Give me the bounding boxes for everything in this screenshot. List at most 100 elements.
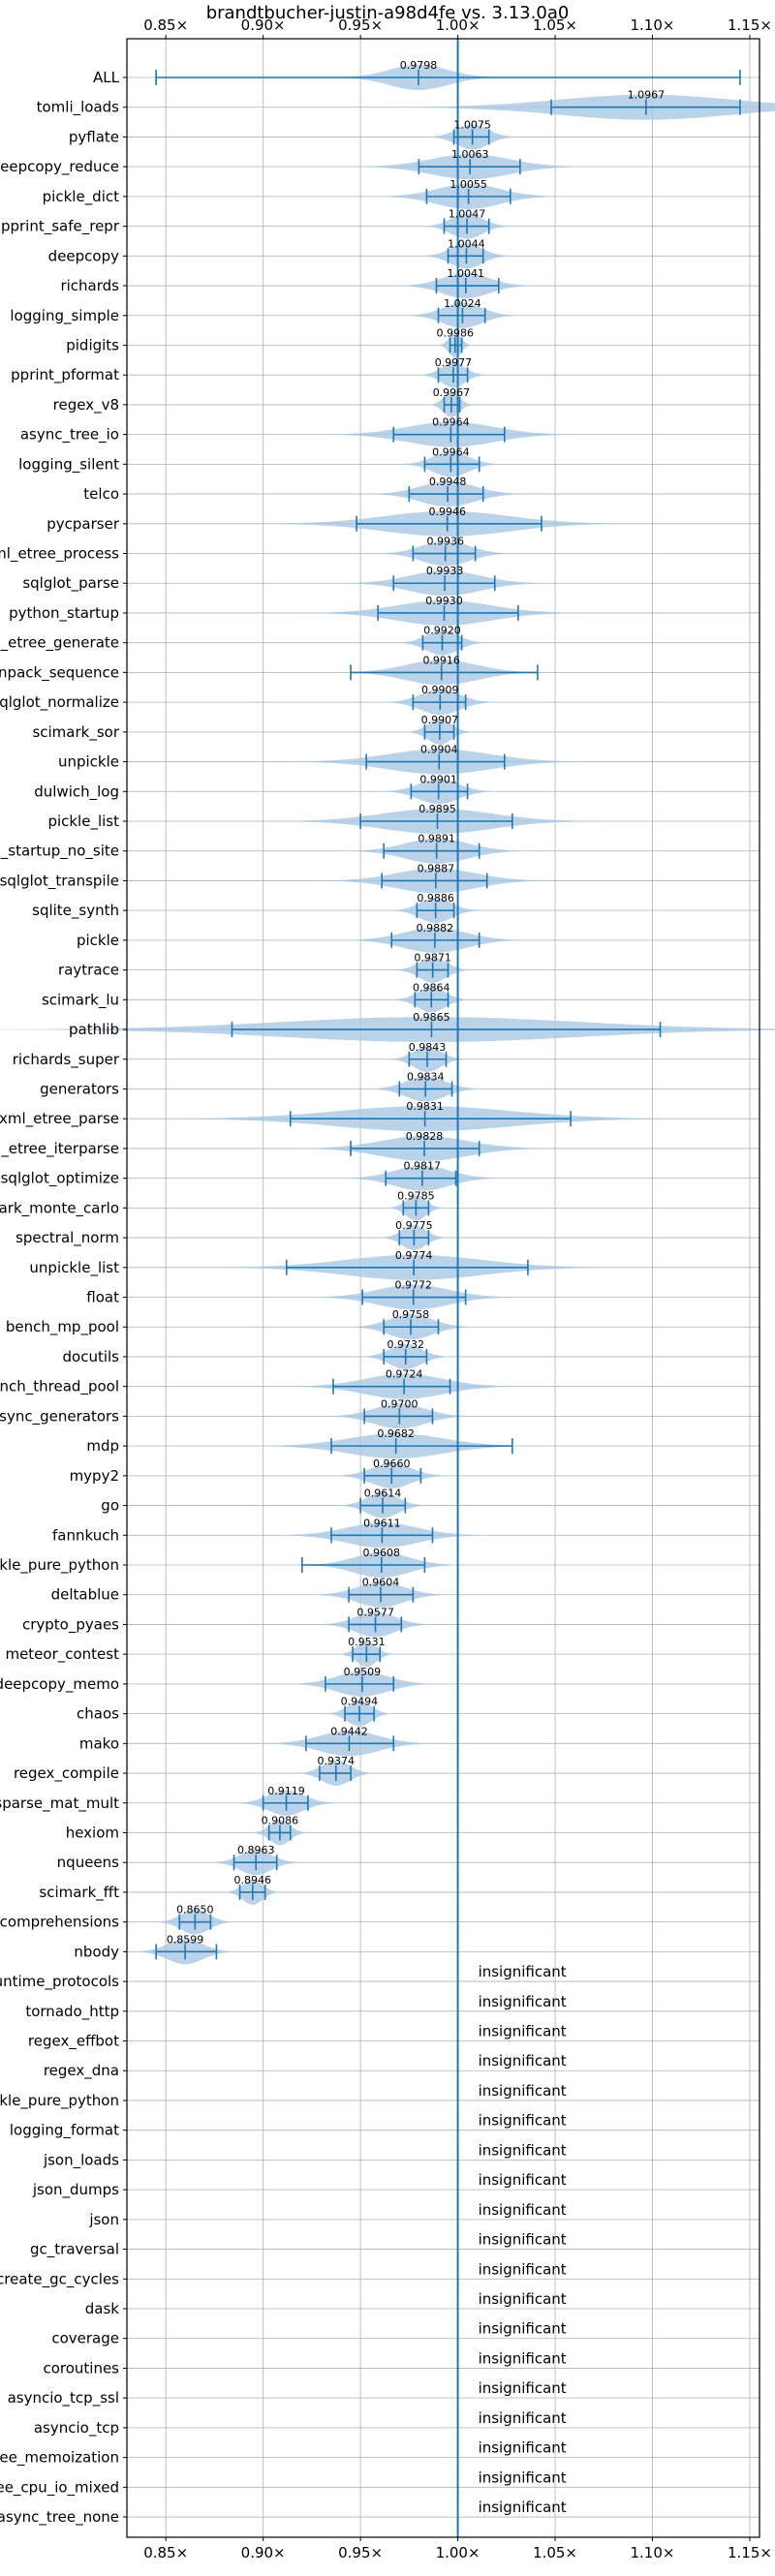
insignificant-label: insignificant [479, 1993, 567, 2010]
category-label: async_tree_cpu_io_mixed [0, 2478, 119, 2497]
category-label: richards_super [13, 1051, 120, 1069]
value-label: 0.9907 [421, 714, 459, 726]
category-label: python_startup [9, 604, 119, 623]
value-label: 0.9828 [406, 1130, 444, 1143]
value-label: 0.9930 [425, 595, 463, 607]
category-label: regex_compile [14, 1764, 119, 1783]
x-tick-label: 0.95× [338, 2544, 383, 2561]
category-label: sqlite_synth [32, 902, 119, 920]
value-label: 1.0075 [453, 118, 491, 131]
insignificant-label: insignificant [479, 2290, 567, 2308]
x-tick-label: 1.10× [631, 16, 675, 34]
insignificant-label: insignificant [479, 2201, 567, 2219]
category-label: xml_etree_iterparse [0, 1140, 119, 1158]
category-label: spectral_norm [16, 1229, 119, 1247]
insignificant-label: insignificant [479, 2409, 567, 2427]
value-label: 0.9967 [433, 386, 471, 399]
category-label: float [86, 1289, 119, 1306]
value-label: 0.9732 [387, 1338, 424, 1351]
value-label: 0.9977 [435, 356, 473, 369]
insignificant-label: insignificant [479, 2260, 567, 2278]
category-label: unpickle [58, 753, 119, 771]
value-label: 0.9700 [381, 1397, 418, 1410]
category-label: regex_dna [44, 2062, 119, 2080]
category-label: asyncio_tcp_ssl [8, 2389, 119, 2407]
violins [0, 39, 775, 2537]
value-label: 0.9864 [413, 981, 450, 994]
value-label: 0.9920 [423, 625, 461, 637]
insignificant-label: insignificant [479, 2082, 567, 2100]
value-label: 0.8650 [176, 1904, 214, 1917]
category-label: pprint_pformat [11, 366, 119, 384]
category-label: coverage [51, 2330, 119, 2347]
category-label: deepcopy_memo [0, 1675, 119, 1694]
insignificant-label: insignificant [479, 2349, 567, 2367]
category-label: logging_silent [18, 455, 119, 474]
category-label: unpickle_list [29, 1259, 119, 1277]
category-label: bench_thread_pool [0, 1378, 119, 1396]
category-label: json_loads [43, 2151, 119, 2169]
value-label: 0.9865 [413, 1011, 450, 1024]
value-label: 0.9909 [421, 684, 459, 696]
category-label: pycparser [46, 515, 120, 533]
value-label: 0.9086 [262, 1814, 299, 1826]
value-label: 0.9614 [364, 1487, 402, 1500]
category-label: generators [40, 1080, 119, 1097]
plot-frame [123, 35, 760, 2541]
category-label: scimark_sor [32, 723, 119, 742]
value-label: 0.9843 [409, 1041, 447, 1054]
category-label: scimark_sparse_mat_mult [0, 1794, 119, 1813]
value-label: 0.9946 [428, 506, 466, 518]
value-label: 0.9886 [417, 892, 454, 905]
category-label: async_tree_memoization [0, 2449, 119, 2468]
insignificant-label: insignificant [479, 2141, 567, 2159]
category-label: gc_traversal [30, 2241, 119, 2259]
insignificant-label: insignificant [479, 2052, 567, 2070]
value-label: 0.9891 [418, 833, 455, 845]
category-label: logging_simple [10, 307, 119, 325]
value-label: 1.0967 [628, 89, 666, 102]
labels: 0.85× 0.85× 0.90× 0.90× 0.95× 0.95× 1.00× 1.00×… [0, 16, 772, 2561]
category-label: regex_effbot [28, 2033, 119, 2051]
category-label: async_tree_io [20, 426, 119, 445]
category-label: pprint_safe_repr [1, 218, 120, 236]
value-label: 0.9933 [426, 565, 464, 577]
category-label: async_generators [0, 1407, 119, 1426]
value-label: 0.9901 [419, 773, 457, 785]
x-tick-label: 0.85× [143, 16, 188, 34]
category-label: raytrace [58, 962, 119, 979]
category-label: xml_etree_parse [0, 1110, 119, 1128]
category-label: docutils [63, 1348, 120, 1365]
insignificant-label: insignificant [479, 2112, 567, 2130]
value-label: 0.9964 [432, 445, 470, 458]
insignificant-label: insignificant [479, 2469, 567, 2486]
x-tick-label: 0.90× [241, 2544, 286, 2561]
value-label: 0.8946 [234, 1874, 272, 1886]
category-label: pickle_list [47, 813, 119, 831]
value-label: 0.9887 [418, 862, 455, 874]
category-label: comprehensions [0, 1914, 119, 1931]
category-label: logging_format [10, 2122, 119, 2140]
value-label: 0.9798 [400, 59, 438, 72]
value-label: 0.9660 [373, 1457, 411, 1470]
x-tick-label: 1.00× [436, 16, 480, 34]
value-label: 0.8963 [237, 1844, 275, 1856]
value-label: 0.9577 [356, 1606, 394, 1618]
value-label: 0.9834 [407, 1070, 445, 1083]
value-label: 1.0041 [448, 267, 485, 280]
category-label: pickle_dict [43, 188, 119, 206]
value-label: 0.9774 [395, 1249, 433, 1262]
value-label: 0.9785 [397, 1189, 435, 1202]
category-label: crypto_pyaes [22, 1615, 119, 1634]
category-label: dulwich_log [34, 782, 119, 801]
category-label: xml_etree_generate [0, 634, 119, 653]
value-label: 0.9948 [429, 475, 467, 488]
x-tick-label: 0.95× [338, 16, 383, 34]
value-label: 1.0063 [451, 148, 489, 161]
category-label: regex_v8 [53, 396, 119, 414]
insignificant-label: insignificant [479, 2171, 567, 2189]
category-label: deepcopy [48, 247, 119, 264]
category-label: sqlglot_parse [22, 574, 119, 593]
category-label: meteor_contest [5, 1645, 119, 1664]
